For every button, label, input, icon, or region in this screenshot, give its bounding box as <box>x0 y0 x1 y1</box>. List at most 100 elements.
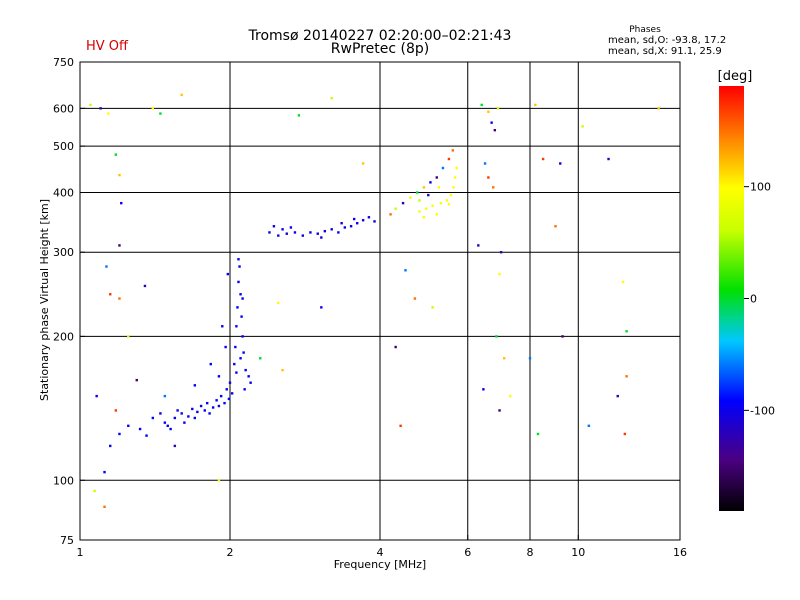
y-axis: 75 100 200 300 400 500 600 750 <box>53 56 85 547</box>
x-axis-label: Frequency [MHz] <box>334 558 426 571</box>
echo-point <box>541 157 545 161</box>
echo-point <box>205 401 209 405</box>
echo-point <box>235 371 238 374</box>
colorbar-tick-label: 100 <box>750 181 771 194</box>
echo-point <box>118 244 121 247</box>
echo-point <box>320 306 323 309</box>
echo-point <box>477 244 480 247</box>
colorbar-ticks: 100 0 -100 <box>744 181 775 417</box>
echo-point <box>238 265 241 268</box>
echo-point <box>227 397 231 401</box>
echo-point <box>173 444 177 448</box>
echo-point <box>418 199 421 202</box>
echo-point <box>495 335 498 338</box>
echo-point <box>499 251 503 254</box>
scatter-points <box>89 93 660 509</box>
echo-point <box>151 107 155 110</box>
echo-point <box>607 157 610 161</box>
echo-point <box>297 114 301 117</box>
echo-point <box>163 394 167 398</box>
echo-point <box>625 330 628 333</box>
x-tick-label: 4 <box>377 546 384 559</box>
echo-point <box>118 297 121 300</box>
echo-point <box>418 210 421 213</box>
echo-point <box>337 231 340 234</box>
echo-point <box>355 222 359 225</box>
echo-point <box>211 406 215 409</box>
echo-point <box>349 225 353 228</box>
echo-point <box>389 213 392 216</box>
echo-point <box>219 394 223 398</box>
echo-point <box>554 225 557 228</box>
echo-point <box>625 375 628 378</box>
echo-point <box>118 432 121 436</box>
echo-point <box>289 226 293 229</box>
echo-point <box>431 306 434 309</box>
chart-title: Tromsø 20140227 02:20:00–02:21:43 <box>248 28 512 44</box>
echo-point <box>281 368 284 372</box>
colorbar-tick-label: -100 <box>750 404 775 417</box>
echo-point <box>447 203 451 206</box>
echo-point <box>99 107 102 110</box>
echo-point <box>394 207 397 210</box>
echo-point <box>268 231 271 234</box>
echo-point <box>236 306 239 309</box>
echo-point <box>151 416 155 420</box>
echo-point <box>409 196 412 199</box>
echo-point <box>217 479 221 482</box>
echo-point <box>193 416 197 420</box>
echo-point <box>173 416 177 420</box>
echo-point <box>135 378 138 382</box>
echo-point <box>343 226 347 229</box>
echo-point <box>277 301 280 305</box>
echo-point <box>455 166 458 170</box>
echo-point <box>581 125 584 128</box>
echo-point <box>361 219 365 222</box>
y-axis-label: Stationary phase Virtual Height [km] <box>38 199 51 401</box>
echo-point <box>293 231 297 234</box>
echo-point <box>247 375 250 378</box>
echo-point <box>225 388 228 391</box>
y-tick-label: 100 <box>53 474 74 487</box>
echo-point <box>208 412 211 415</box>
echo-point <box>561 335 564 338</box>
echo-point <box>176 409 179 412</box>
echo-point <box>199 404 203 408</box>
echo-point <box>404 269 407 272</box>
echo-point <box>490 121 493 124</box>
echo-point <box>191 407 194 411</box>
echo-point <box>169 427 172 431</box>
echo-point <box>224 345 227 349</box>
echo-point <box>180 412 183 415</box>
echo-point <box>502 357 506 360</box>
echo-point <box>217 404 221 408</box>
echo-point <box>159 412 162 415</box>
echo-point <box>441 166 445 170</box>
echo-point <box>394 345 397 349</box>
echo-point <box>93 489 96 493</box>
plot-grid <box>80 62 680 540</box>
echo-point <box>163 421 167 424</box>
echo-point <box>361 162 365 165</box>
x-tick-label: 6 <box>464 546 471 559</box>
echo-point <box>103 470 106 474</box>
echo-point <box>451 149 455 152</box>
echo-point <box>241 297 244 300</box>
echo-point <box>145 434 148 437</box>
echo-point <box>498 409 501 412</box>
y-tick-label: 600 <box>53 102 74 115</box>
y-tick-label: 500 <box>53 140 74 153</box>
echo-point <box>340 222 343 225</box>
echo-point <box>534 103 537 107</box>
echo-point <box>233 362 236 366</box>
echo-point <box>180 93 183 97</box>
echo-point <box>429 181 432 184</box>
echo-point <box>223 401 226 405</box>
y-tick-label: 400 <box>53 186 74 199</box>
echo-point <box>127 335 130 338</box>
echo-point <box>435 176 438 179</box>
echo-point <box>230 392 234 395</box>
echo-point <box>616 394 619 398</box>
echo-point <box>209 362 212 366</box>
echo-point <box>330 96 333 100</box>
